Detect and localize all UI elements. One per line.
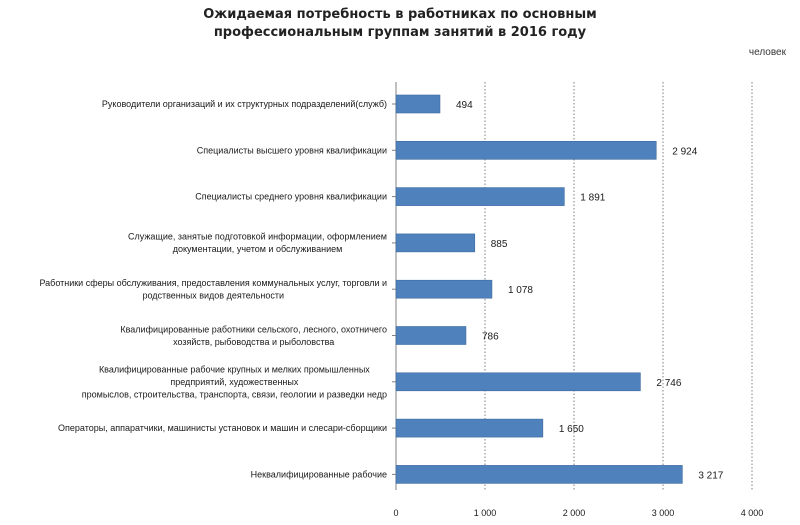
value-label-1: 2 924 (672, 146, 697, 157)
value-label-3: 885 (491, 239, 508, 250)
x-tick-label-3: 3 000 (652, 508, 675, 518)
value-label-0: 494 (456, 100, 473, 111)
x-tick-label-2: 2 000 (563, 508, 586, 518)
category-label-6-line-2: промыслов, строительства, транспорта, св… (82, 389, 387, 399)
category-label-6-line-0: Квалифицированные рабочие крупных и мелк… (99, 364, 370, 374)
x-tick-label-1: 1 000 (474, 508, 497, 518)
bar-7 (395, 418, 544, 438)
category-label-2: Специалисты среднего уровня квалификации (195, 192, 387, 202)
category-label-8: Неквалифицированные рабочие (251, 469, 387, 479)
category-label-6: Квалифицированные рабочие крупных и мелк… (82, 364, 387, 399)
value-label-5: 786 (482, 332, 499, 343)
unit-label: человек (748, 47, 786, 58)
category-label-4-line-1: родственных видов деятельности (142, 290, 284, 300)
category-label-5: Квалифицированные работники сельского, л… (120, 324, 387, 347)
category-label-0: Руководители организаций и их структурны… (102, 99, 387, 109)
category-label-4: Работники сферы обслуживания, предоставл… (39, 278, 387, 301)
category-label-5-line-0: Квалифицированные работники сельского, л… (120, 324, 387, 334)
category-label-0-line-0: Руководители организаций и их структурны… (102, 99, 387, 109)
bar-2 (395, 187, 565, 206)
category-label-1: Специалисты высшего уровня квалификации (197, 145, 387, 155)
category-label-4-line-0: Работники сферы обслуживания, предоставл… (39, 278, 387, 288)
category-label-3-line-0: Служащие, занятые подготовкой информации… (128, 232, 387, 242)
value-label-7: 1 650 (559, 424, 584, 435)
x-tick-label-4: 4 000 (741, 508, 764, 518)
category-label-1-line-0: Специалисты высшего уровня квалификации (197, 145, 387, 155)
value-label-2: 1 891 (580, 193, 605, 204)
chart-title: Ожидаемая потребность в работниках по ос… (0, 6, 800, 42)
category-label-2-line-0: Специалисты среднего уровня квалификации (195, 192, 387, 202)
x-tick-label-0: 0 (393, 508, 398, 518)
category-label-3: Служащие, занятые подготовкой информации… (128, 232, 387, 255)
category-label-3-line-1: документации, учетом и обслуживанием (173, 244, 343, 254)
category-label-8-line-0: Неквалифицированные рабочие (251, 469, 387, 479)
bar-6 (395, 372, 641, 392)
value-label-4: 1 078 (508, 285, 533, 296)
bar-4 (395, 279, 493, 299)
chart-title-line-1: Ожидаемая потребность в работниках по ос… (203, 7, 597, 22)
chart-title-line-2: профессиональным группам занятий в 2016 … (213, 25, 587, 40)
category-label-7-line-0: Операторы, аппаратчики, машинисты устано… (58, 423, 387, 433)
bar-3 (395, 233, 476, 253)
bar-5 (395, 326, 467, 345)
value-label-6: 2 746 (656, 378, 681, 389)
category-label-7: Операторы, аппаратчики, машинисты устано… (58, 423, 387, 433)
bar-0 (395, 94, 441, 114)
bar-8 (395, 465, 683, 484)
category-label-6-line-1: предприятий, художественных (170, 377, 298, 387)
category-label-5-line-1: хозяйств, рыбоводства и рыболовства (173, 337, 334, 347)
bar-1 (395, 141, 657, 160)
value-label-8: 3 217 (698, 470, 723, 481)
